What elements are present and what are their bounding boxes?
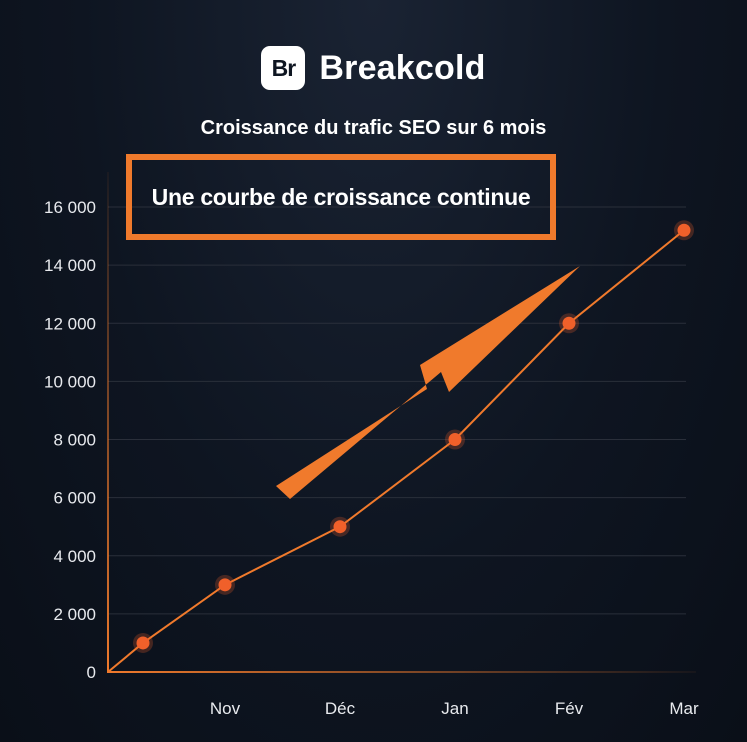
y-tick-label: 0: [87, 663, 96, 682]
data-point: [333, 520, 347, 534]
y-tick-label: 8 000: [53, 431, 96, 450]
axes: [107, 172, 696, 673]
trend-arrow: [276, 266, 580, 499]
y-tick-label: 4 000: [53, 547, 96, 566]
y-tick-label: 10 000: [44, 372, 96, 391]
gridlines: [108, 206, 686, 615]
y-tick-label: 6 000: [53, 489, 96, 508]
brand-header: Br Breakcold: [0, 46, 747, 90]
data-point: [136, 636, 150, 650]
breakcold-logo-icon: Br: [261, 46, 306, 90]
x-tick-label: Fév: [555, 699, 584, 718]
data-point: [448, 433, 462, 446]
trend-arrow-icon: [276, 266, 580, 499]
x-tick-label: Mar: [669, 699, 699, 718]
x-tick-label: Nov: [210, 699, 241, 718]
y-tick-label: 16 000: [44, 198, 96, 217]
y-tick-label: 12 000: [44, 314, 96, 333]
y-axis-line: [107, 172, 109, 673]
y-tick-label: 14 000: [44, 256, 96, 275]
data-point: [677, 223, 691, 237]
x-tick-label: Jan: [441, 699, 468, 718]
x-axis-tick-labels: Nov Déc Jan Fév Mar: [210, 699, 699, 718]
series-line-path: [107, 229, 685, 673]
y-axis-tick-labels: 0 2 000 4 000 6 000 8 000 10 000 12 000 14 000 1…: [44, 198, 96, 682]
annotation-box: Une courbe de croissance continue: [126, 154, 556, 240]
annotation-text: Une courbe de croissance continue: [151, 183, 531, 210]
chart-title: Croissance du trafic SEO sur 6 mois: [200, 117, 547, 139]
series-points: [133, 220, 694, 653]
data-point: [218, 578, 232, 592]
y-tick-label: 2 000: [53, 605, 96, 624]
data-point: [562, 316, 576, 330]
x-axis-line: [108, 671, 696, 673]
series-line: [107, 229, 685, 673]
brand-name: Breakcold: [319, 48, 486, 87]
x-tick-label: Déc: [325, 699, 356, 718]
